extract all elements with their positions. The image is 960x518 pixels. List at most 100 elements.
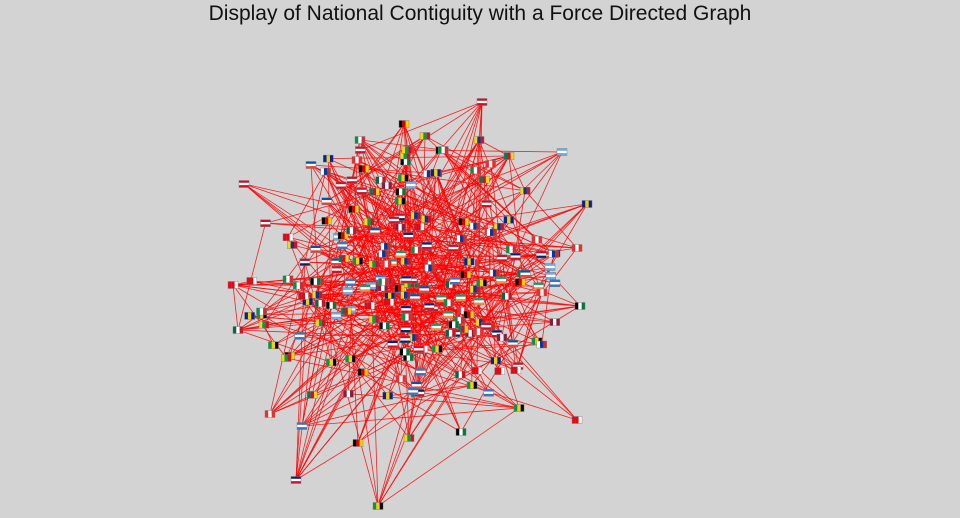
- country-flag-node[interactable]: [400, 257, 412, 265]
- country-flag-node[interactable]: [430, 323, 442, 331]
- country-flag-node[interactable]: [321, 197, 332, 206]
- country-flag-node[interactable]: [227, 281, 239, 289]
- country-flag-node[interactable]: [355, 146, 366, 154]
- country-flag-node[interactable]: [463, 258, 475, 266]
- country-flag-node[interactable]: [348, 205, 359, 213]
- country-flag-node[interactable]: [536, 288, 548, 297]
- country-flag-node[interactable]: [337, 231, 349, 240]
- country-flag-node[interactable]: [298, 292, 309, 300]
- country-flag-node[interactable]: [483, 389, 494, 397]
- country-flag-node[interactable]: [501, 292, 512, 300]
- country-flag-node[interactable]: [352, 257, 363, 265]
- country-flag-node[interactable]: [368, 260, 380, 268]
- country-flag-node[interactable]: [345, 355, 356, 363]
- country-flag-node[interactable]: [438, 146, 449, 154]
- country-flag-node[interactable]: [296, 422, 308, 430]
- country-flag-node[interactable]: [424, 302, 435, 311]
- country-flag-node[interactable]: [290, 476, 302, 484]
- country-flag-node[interactable]: [460, 270, 471, 279]
- country-flag-node[interactable]: [410, 211, 421, 220]
- country-flag-node[interactable]: [335, 181, 347, 190]
- country-flag-node[interactable]: [496, 333, 508, 342]
- country-flag-node[interactable]: [424, 264, 436, 272]
- country-flag-node[interactable]: [395, 250, 407, 259]
- country-flag-node[interactable]: [574, 302, 586, 310]
- country-flag-node[interactable]: [299, 258, 311, 266]
- country-flag-node[interactable]: [494, 367, 505, 375]
- country-flag-node[interactable]: [471, 367, 483, 375]
- country-flag-node[interactable]: [421, 215, 432, 223]
- country-flag-node[interactable]: [232, 326, 244, 334]
- country-flag-node[interactable]: [315, 299, 326, 308]
- country-flag-node[interactable]: [454, 316, 465, 324]
- country-flag-node[interactable]: [466, 381, 478, 389]
- country-flag-node[interactable]: [294, 332, 305, 340]
- country-flag-node[interactable]: [258, 321, 270, 329]
- country-flag-node[interactable]: [496, 254, 508, 262]
- country-flag-node[interactable]: [445, 329, 456, 337]
- country-flag-node[interactable]: [481, 322, 492, 330]
- country-flag-node[interactable]: [403, 434, 415, 442]
- country-flag-node[interactable]: [485, 160, 496, 168]
- country-flag-node[interactable]: [481, 200, 492, 208]
- country-flag-node[interactable]: [413, 222, 425, 231]
- country-flag-node[interactable]: [378, 278, 389, 286]
- country-flag-node[interactable]: [382, 392, 393, 400]
- country-flag-node[interactable]: [357, 368, 369, 376]
- country-flag-node[interactable]: [436, 294, 447, 303]
- country-flag-node[interactable]: [358, 165, 370, 173]
- country-flag-node[interactable]: [490, 356, 501, 365]
- country-flag-node[interactable]: [448, 244, 459, 252]
- country-flag-node[interactable]: [321, 217, 332, 225]
- country-flag-node[interactable]: [364, 302, 375, 310]
- country-flag-node[interactable]: [571, 416, 583, 424]
- country-flag-node[interactable]: [456, 234, 467, 243]
- country-flag-node[interactable]: [256, 307, 267, 316]
- country-flag-node[interactable]: [369, 188, 380, 196]
- country-flag-node[interactable]: [430, 168, 441, 177]
- country-flag-node[interactable]: [399, 335, 411, 344]
- country-flag-node[interactable]: [457, 325, 469, 334]
- country-flag-node[interactable]: [323, 154, 334, 163]
- country-flag-node[interactable]: [307, 391, 318, 399]
- country-flag-node[interactable]: [400, 305, 412, 314]
- country-flag-node[interactable]: [405, 181, 417, 189]
- country-flag-node[interactable]: [503, 152, 515, 160]
- country-flag-node[interactable]: [315, 319, 326, 327]
- country-flag-node[interactable]: [473, 328, 484, 336]
- country-flag-node[interactable]: [260, 219, 271, 227]
- country-flag-node[interactable]: [455, 370, 466, 379]
- country-flag-node[interactable]: [293, 281, 304, 290]
- country-flag-node[interactable]: [394, 223, 406, 232]
- country-flag-node[interactable]: [387, 340, 398, 348]
- country-flag-node[interactable]: [326, 301, 337, 310]
- country-flag-node[interactable]: [401, 146, 412, 154]
- country-flag-node[interactable]: [338, 254, 349, 263]
- country-flag-node[interactable]: [533, 282, 544, 290]
- country-flag-node[interactable]: [548, 250, 559, 258]
- country-flag-node[interactable]: [556, 148, 568, 156]
- country-flag-node[interactable]: [515, 278, 526, 286]
- country-flag-node[interactable]: [470, 166, 481, 175]
- country-flag-node[interactable]: [282, 233, 294, 241]
- country-flag-node[interactable]: [510, 366, 522, 374]
- country-flag-node[interactable]: [281, 354, 292, 362]
- country-flag-node[interactable]: [421, 242, 433, 250]
- country-flag-node[interactable]: [238, 180, 250, 188]
- country-flag-node[interactable]: [282, 275, 294, 283]
- country-flag-node[interactable]: [413, 345, 424, 353]
- country-flag-node[interactable]: [513, 404, 525, 412]
- country-flag-node[interactable]: [505, 245, 517, 254]
- country-flag-node[interactable]: [408, 333, 420, 342]
- country-flag-node[interactable]: [418, 285, 430, 294]
- country-flag-node[interactable]: [419, 132, 431, 140]
- country-flag-node[interactable]: [449, 277, 461, 285]
- country-flag-node[interactable]: [395, 375, 407, 383]
- country-flag-node[interactable]: [503, 216, 514, 224]
- country-flag-node[interactable]: [395, 188, 406, 196]
- country-flag-node[interactable]: [264, 410, 276, 418]
- country-flag-node[interactable]: [346, 176, 358, 184]
- country-flag-node[interactable]: [545, 272, 556, 280]
- country-flag-node[interactable]: [380, 242, 391, 251]
